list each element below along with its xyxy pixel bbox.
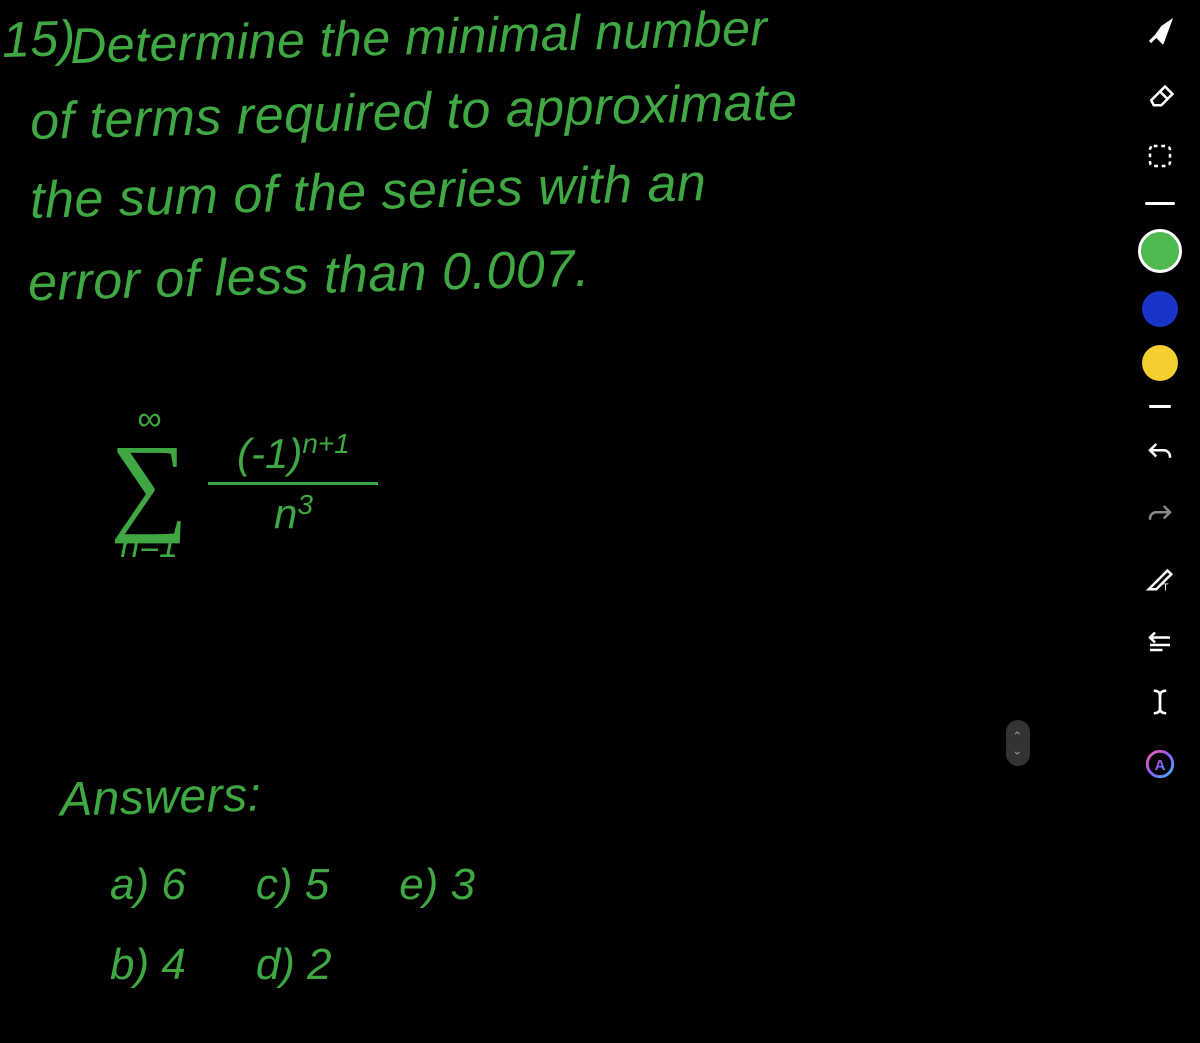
answer-option-c: c) 5 <box>256 860 329 910</box>
redo-button[interactable] <box>1138 494 1182 538</box>
problem-line-2: of terms required to approximate <box>29 72 798 152</box>
undo-icon <box>1145 439 1175 469</box>
fraction-denominator: n3 <box>274 489 313 538</box>
svg-text:T: T <box>1163 583 1169 594</box>
series-formula: ∞ ∑ n=1 (-1)n+1 n3 <box>110 400 378 566</box>
color-green[interactable] <box>1138 229 1182 273</box>
problem-line-1: Determine the minimal number <box>69 0 768 75</box>
color-yellow[interactable] <box>1142 345 1178 381</box>
problem-line-3: the sum of the series with an <box>29 153 707 231</box>
fraction-numerator: (-1)n+1 <box>237 428 350 478</box>
problem-line-4: error of less than 0.007. <box>27 239 590 314</box>
assist-tool[interactable]: A <box>1138 742 1182 786</box>
answers-heading: Answers: <box>59 767 262 827</box>
problem-label: 15) <box>1 9 76 69</box>
lasso-tool[interactable] <box>1138 134 1182 178</box>
answer-option-d: d) 2 <box>256 940 332 990</box>
svg-text:A: A <box>1155 757 1166 774</box>
color-blue[interactable] <box>1142 291 1178 327</box>
answer-option-a: a) 6 <box>110 860 186 910</box>
lasso-icon <box>1145 141 1175 171</box>
text-cursor-tool[interactable] <box>1138 680 1182 724</box>
assist-icon: A <box>1145 749 1175 779</box>
text-pen-tool[interactable]: T <box>1138 556 1182 600</box>
text-cursor-icon <box>1145 687 1175 717</box>
scroll-indicator[interactable]: ‹ › <box>1006 720 1030 766</box>
toolbar-divider <box>1145 202 1175 205</box>
sigma-symbol: ∑ <box>110 439 188 527</box>
text-pen-icon: T <box>1145 563 1175 593</box>
drawing-toolbar: T A <box>1120 0 1200 1043</box>
scroll-down-icon[interactable]: › <box>1011 751 1025 755</box>
answer-option-e: e) 3 <box>399 860 475 910</box>
undo-button[interactable] <box>1138 432 1182 476</box>
toolbar-divider-2 <box>1149 405 1171 408</box>
align-icon <box>1145 625 1175 655</box>
answer-option-b: b) 4 <box>110 940 186 990</box>
highlighter-icon <box>1145 17 1175 47</box>
highlighter-tool[interactable] <box>1138 10 1182 54</box>
redo-icon <box>1145 501 1175 531</box>
align-tool[interactable] <box>1138 618 1182 662</box>
drawing-canvas[interactable]: 15) Determine the minimal number of term… <box>0 0 1120 1043</box>
scroll-up-icon[interactable]: ‹ <box>1011 731 1025 735</box>
eraser-icon <box>1145 79 1175 109</box>
sigma-lower-bound: n=1 <box>120 527 178 566</box>
eraser-tool[interactable] <box>1138 72 1182 116</box>
fraction-bar <box>208 482 378 485</box>
